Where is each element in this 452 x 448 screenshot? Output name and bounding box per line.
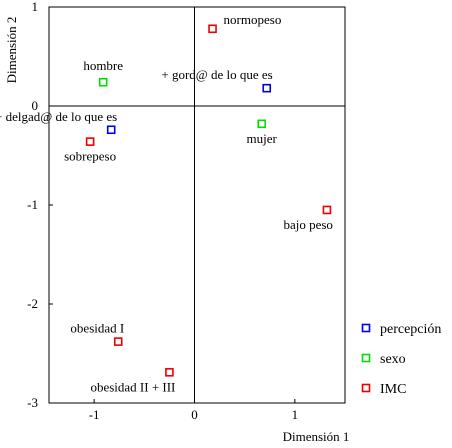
x-axis-label: Dimensión 1 [283, 429, 350, 444]
axis-tick-labels: -1 0 1 1 0 -1 -2 -3 [27, 0, 298, 422]
x-tick-label: -1 [89, 407, 100, 422]
point-gord-de-lo-que-es [262, 83, 272, 93]
point-obesidad-ii-iii [165, 368, 174, 377]
label-normopeso: normopeso [224, 12, 282, 27]
legend: percepción sexo IMC [361, 322, 441, 397]
legend-swatch-percepcion [361, 323, 371, 333]
y-tick-label: 0 [32, 98, 39, 113]
label-bajo-peso: bajo peso [283, 217, 332, 232]
point-sobrepeso [85, 137, 95, 146]
y-axis-label: Dimensión 2 [4, 17, 19, 84]
label-delgad-de-lo-que-es: + delgad@ de lo que es [0, 109, 117, 124]
label-sobrepeso: sobrepeso [64, 149, 116, 164]
axis-ticks [49, 6, 296, 404]
label-obesidad-ii-iii: obesidad II + III [90, 379, 175, 394]
label-gord-de-lo-que-es: + gord@ de lo que es [161, 67, 272, 82]
data-labels: + gord@ de lo que es + delgad@ de lo que … [0, 12, 333, 395]
point-bajo-peso [322, 205, 332, 215]
x-tick-label: 0 [191, 407, 198, 422]
point-normopeso [208, 24, 217, 34]
point-obesidad-i [113, 337, 123, 346]
label-hombre: hombre [83, 58, 123, 73]
y-tick-label: -2 [27, 296, 38, 311]
legend-swatch-sexo [361, 353, 371, 363]
point-mujer [257, 119, 267, 129]
y-tick-label: -3 [27, 395, 38, 410]
legend-label-sexo: sexo [380, 352, 406, 367]
legend-label-percepcion: percepción [380, 322, 441, 337]
legend-swatch-imc [361, 383, 371, 393]
point-delgad-de-lo-que-es [106, 125, 116, 135]
point-hombre [98, 77, 108, 87]
label-obesidad-i: obesidad I [70, 321, 124, 336]
x-tick-label: 1 [292, 407, 299, 422]
label-mujer: mujer [247, 131, 278, 146]
y-tick-label: -1 [27, 197, 38, 212]
y-tick-label: 1 [32, 0, 39, 14]
origin-lines [49, 7, 345, 403]
legend-label-imc: IMC [380, 382, 406, 397]
data-points [85, 24, 332, 377]
